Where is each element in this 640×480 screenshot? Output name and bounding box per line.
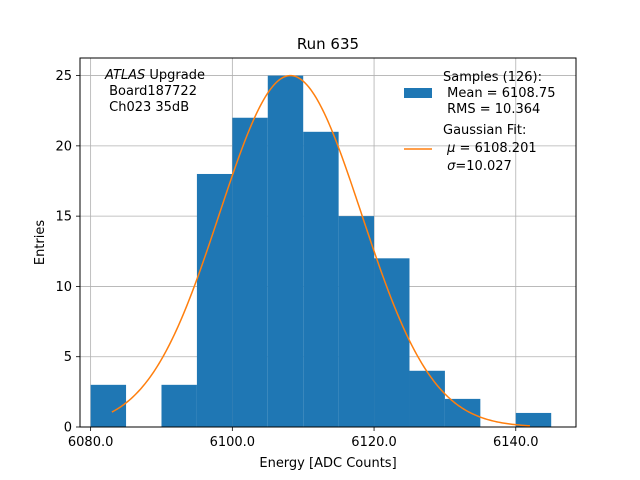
y-axis-label: Entries: [33, 220, 48, 266]
legend-fit-mu-symbol: μ: [446, 141, 455, 156]
y-tick-label: 20: [55, 139, 72, 154]
histogram-bar: [267, 75, 304, 428]
histogram-bar: [409, 370, 445, 427]
gaussian-fit-curve: [111, 74, 530, 427]
y-tick-label: 10: [55, 280, 72, 295]
histogram-bar: [90, 384, 127, 427]
legend-samples-rms: RMS = 10.364: [443, 102, 540, 117]
legend-samples-swatch: [404, 88, 432, 98]
axis-ticks: 6080.0 6100.0 6120.0 6140.0 0 5 10 15 20 25: [55, 69, 538, 450]
plot-frame: [79, 57, 577, 428]
annotation-italic: ATLAS: [104, 68, 145, 83]
legend-samples-title: Samples (126):: [443, 70, 542, 85]
histogram-bars: [90, 75, 552, 428]
legend-fit-mu-value: = 6108.201: [455, 141, 536, 156]
histogram-bar: [515, 412, 552, 427]
annotation-upgrade: Upgrade: [145, 68, 205, 83]
x-tick-label: 6080.0: [68, 435, 114, 450]
annotation-line-1: ATLAS Upgrade: [104, 68, 205, 83]
legend-fit-sigma-value: =10.027: [455, 159, 511, 174]
histogram-bar: [303, 131, 339, 428]
legend: Samples (126): Mean = 6108.75 RMS = 10.3…: [404, 70, 555, 174]
histogram-bar: [374, 258, 410, 427]
legend-samples-mean: Mean = 6108.75: [443, 86, 555, 101]
legend-fit-mu: μ = 6108.201: [443, 141, 537, 156]
x-tick-label: 6100.0: [210, 435, 256, 450]
histogram-bar: [196, 173, 233, 427]
histogram-bar: [161, 384, 197, 427]
y-tick-label: 25: [55, 69, 72, 84]
chart-title: Run 635: [297, 35, 359, 53]
y-tick-label: 0: [64, 421, 72, 436]
legend-fit-sigma: σ=10.027: [443, 159, 512, 174]
x-axis-label: Energy [ADC Counts]: [259, 456, 396, 471]
legend-fit-title: Gaussian Fit:: [443, 123, 526, 138]
plot-annotation: ATLAS Upgrade Board187722 Ch023 35dB: [104, 68, 205, 115]
histogram-bar: [232, 117, 268, 427]
y-tick-label: 5: [64, 350, 72, 365]
x-tick-label: 6120.0: [351, 435, 397, 450]
gaussian-fit: [111, 74, 530, 427]
x-tick-label: 6140.0: [493, 435, 539, 450]
y-tick-label: 15: [55, 210, 72, 225]
annotation-line-3: Ch023 35dB: [105, 100, 189, 115]
legend-fit-sigma-symbol: σ: [447, 159, 456, 174]
histogram-bar: [444, 398, 481, 427]
annotation-line-2: Board187722: [105, 84, 197, 99]
histogram-bar: [338, 216, 375, 427]
